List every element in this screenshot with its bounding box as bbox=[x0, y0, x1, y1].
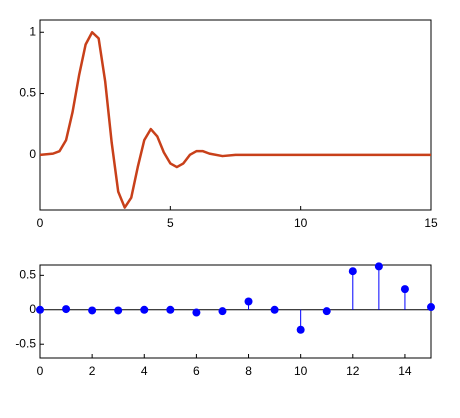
stem-marker bbox=[62, 305, 71, 314]
x-tick-label: 2 bbox=[89, 364, 96, 378]
stem-marker bbox=[322, 307, 331, 316]
stem-marker bbox=[374, 262, 383, 271]
x-tick-label: 5 bbox=[167, 216, 174, 230]
line bbox=[39, 31, 431, 209]
axes-box bbox=[39, 19, 432, 211]
stem-marker bbox=[114, 306, 123, 315]
x-tick-label: 10 bbox=[294, 364, 308, 378]
x-tick-label: 10 bbox=[294, 216, 308, 230]
y-tick-label: 0 bbox=[29, 147, 36, 161]
axes-box bbox=[39, 264, 432, 359]
x-tick-label: 0 bbox=[37, 216, 44, 230]
y-tick-label: 0.5 bbox=[19, 268, 36, 282]
stem-marker bbox=[140, 305, 149, 314]
x-tick-label: 6 bbox=[193, 364, 200, 378]
y-tick-label: 0 bbox=[29, 302, 36, 316]
stem-marker bbox=[296, 325, 305, 334]
x-tick-label: 14 bbox=[398, 364, 412, 378]
stem-marker bbox=[192, 308, 201, 317]
stem-marker bbox=[88, 306, 97, 315]
stem-marker bbox=[270, 305, 279, 314]
stem-marker bbox=[36, 305, 44, 314]
x-tick-label: 15 bbox=[424, 216, 438, 230]
stem-marker bbox=[427, 303, 435, 312]
x-tick-label: 4 bbox=[141, 364, 148, 378]
x-tick-label: 0 bbox=[37, 364, 44, 378]
y-tick-label: 0.5 bbox=[19, 86, 36, 100]
x-tick-label: 12 bbox=[346, 364, 360, 378]
stem-marker bbox=[218, 307, 227, 316]
stem-marker bbox=[348, 267, 357, 276]
x-tick-label: 8 bbox=[245, 364, 252, 378]
stem-marker bbox=[166, 305, 175, 314]
y-tick-label: 1 bbox=[29, 24, 36, 38]
y-tick-label: -0.5 bbox=[15, 336, 36, 350]
stem-marker bbox=[244, 297, 253, 306]
stem-marker bbox=[400, 285, 409, 294]
